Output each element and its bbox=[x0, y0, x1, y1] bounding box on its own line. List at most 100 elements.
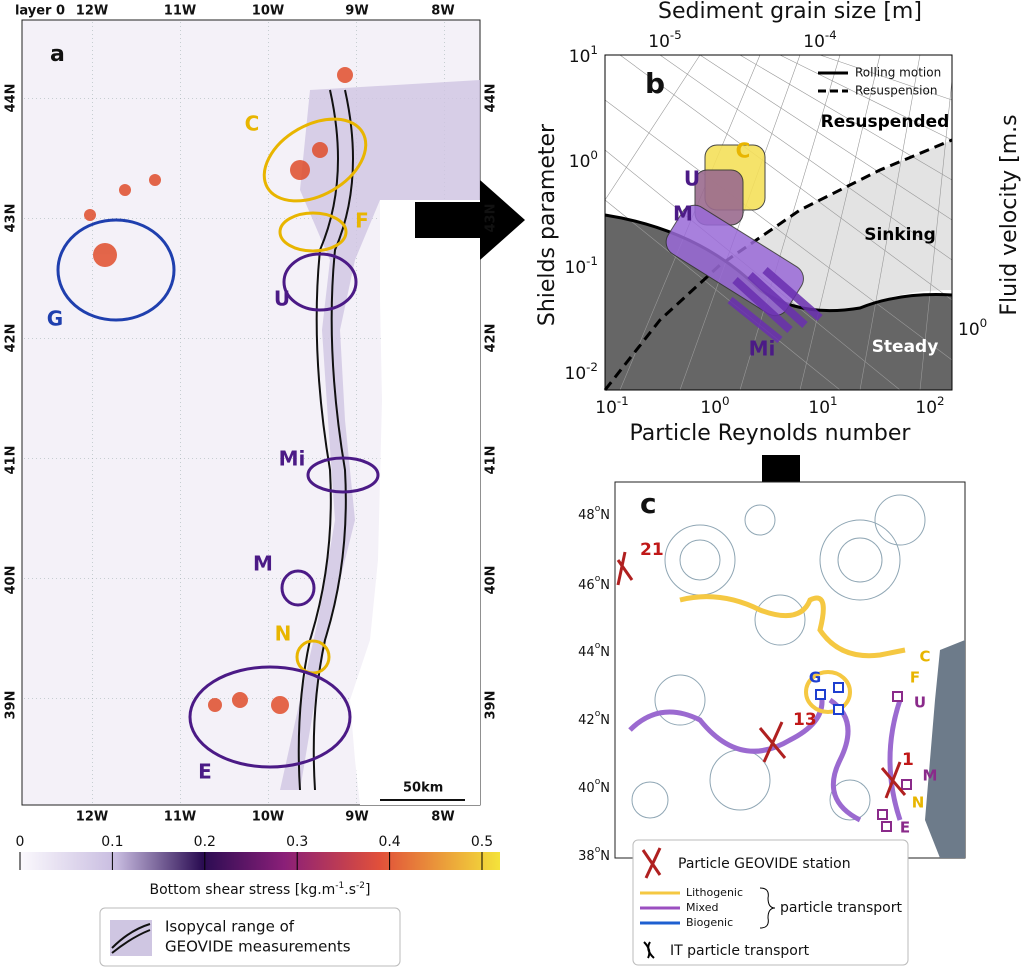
x-tick-label: 9W bbox=[345, 810, 368, 825]
title-part: -2 bbox=[356, 881, 365, 891]
legend-text: Isopycal range of bbox=[165, 918, 295, 936]
y-tick-label: 44N bbox=[484, 84, 499, 113]
y-tick-label: 39N bbox=[484, 691, 499, 720]
legend-text: Resuspension bbox=[855, 84, 937, 98]
x-tick-label: 10-5 bbox=[648, 28, 682, 53]
tick-end: N bbox=[600, 713, 610, 728]
scale-label: 50km bbox=[403, 781, 443, 796]
y-tick-label: 44N bbox=[4, 84, 19, 113]
colorbar-tick-label: 0.1 bbox=[101, 834, 123, 850]
tick-base: 10 bbox=[648, 32, 670, 52]
title-part: ] bbox=[365, 882, 370, 898]
legend-text: GEOVIDE measurements bbox=[165, 938, 351, 956]
y-tick-label: 40N bbox=[4, 566, 19, 595]
region-label: N bbox=[275, 622, 292, 646]
colorbar-tick-label: 0.5 bbox=[471, 834, 493, 850]
panel-label: c bbox=[640, 487, 657, 520]
x-tick-label: 11W bbox=[164, 810, 196, 825]
colorbar-tick-label: 0.3 bbox=[286, 834, 308, 850]
title-part: -1 bbox=[335, 881, 344, 891]
x-tick-label: 8W bbox=[431, 4, 454, 19]
axis-title: Shields parameter bbox=[535, 123, 560, 326]
y-tick-label: 10-1 bbox=[565, 254, 599, 279]
colorbar-tick-label: 0.2 bbox=[194, 834, 216, 850]
legend-text: Mixed bbox=[686, 901, 718, 914]
tick-exp: -4 bbox=[825, 28, 837, 42]
station-label: 1 bbox=[902, 750, 914, 770]
y-tick-label: 44oN bbox=[578, 641, 610, 660]
tick-exp: 0 bbox=[590, 148, 598, 162]
tick-exp: -1 bbox=[617, 394, 629, 408]
axis-title: Sediment grain size [m] bbox=[658, 0, 922, 24]
tick-base: 10 bbox=[803, 32, 825, 52]
title-part: .s bbox=[344, 882, 356, 898]
panel-label: b bbox=[645, 67, 665, 100]
y-tick-label: 40oN bbox=[578, 777, 610, 796]
site-label: G bbox=[809, 669, 821, 687]
map-a bbox=[21, 19, 481, 806]
zone-label: Resuspended bbox=[821, 112, 950, 132]
colorbar-tick-label: 0 bbox=[16, 834, 25, 850]
tick-base: 40 bbox=[578, 781, 595, 796]
y-tick-label: 39N bbox=[4, 691, 19, 720]
axis-title: Particle Reynolds number bbox=[630, 421, 912, 446]
tick-base: 10 bbox=[569, 152, 591, 172]
tick-end: N bbox=[600, 849, 610, 864]
legend-c bbox=[632, 839, 909, 966]
arrow bbox=[415, 180, 525, 260]
y-tick-label: 46oN bbox=[578, 574, 610, 593]
y-tick-label: 43N bbox=[4, 204, 19, 233]
axis-title: Fluid velocity [m.s bbox=[997, 114, 1022, 315]
tick-base: 10 bbox=[565, 258, 587, 278]
legend-text: IT particle transport bbox=[670, 943, 810, 959]
region-label: G bbox=[47, 307, 63, 331]
zone-label: Steady bbox=[872, 337, 939, 357]
tick-base: 10 bbox=[915, 398, 937, 418]
tick-base: 10 bbox=[595, 398, 617, 418]
x-tick-label: 101 bbox=[808, 394, 837, 419]
region-label: F bbox=[355, 209, 369, 233]
y-tick-label: 48oN bbox=[578, 504, 610, 523]
y-tick-label: 100 bbox=[569, 148, 598, 173]
x-tick-label: 100 bbox=[700, 394, 729, 419]
y-tick-label: 42N bbox=[484, 324, 499, 353]
x-tick-label: 9W bbox=[345, 4, 368, 19]
region-label: C bbox=[245, 112, 260, 136]
region-label: U bbox=[274, 287, 290, 311]
tick-base: 38 bbox=[578, 849, 595, 864]
x-tick-label: 10W bbox=[252, 810, 284, 825]
legend-text: particle transport bbox=[780, 900, 902, 916]
plot-b bbox=[603, 54, 953, 391]
y-tick-label: 42oN bbox=[578, 709, 610, 728]
site-label: N bbox=[912, 794, 925, 812]
station-label: 21 bbox=[640, 540, 664, 560]
colorbar bbox=[20, 852, 500, 870]
site-label: M bbox=[923, 767, 938, 785]
x-tick-label: 12W bbox=[76, 4, 108, 19]
tick-base: 46 bbox=[578, 578, 595, 593]
y-tick-label: 42N bbox=[4, 324, 19, 353]
tick-exp: o bbox=[595, 504, 601, 514]
tick-exp: o bbox=[595, 709, 601, 719]
y-tick-label: 43N bbox=[484, 204, 499, 233]
region-label: C bbox=[736, 139, 751, 163]
x-tick-label: 102 bbox=[915, 394, 944, 419]
tick-exp: o bbox=[595, 777, 601, 787]
tick-exp: o bbox=[595, 845, 601, 855]
tick-exp: o bbox=[595, 574, 601, 584]
tick-base: 10 bbox=[700, 398, 722, 418]
x-tick-label: 10W bbox=[252, 4, 284, 19]
x-tick-label: 11W bbox=[164, 4, 196, 19]
site-label: F bbox=[910, 669, 920, 687]
site-label: E bbox=[900, 819, 910, 837]
tick-exp: 1 bbox=[830, 394, 838, 408]
tick-exp: 0 bbox=[980, 316, 988, 330]
region-label: Mi bbox=[279, 447, 306, 471]
site-label: C bbox=[919, 648, 930, 666]
colorbar-tick-label: 0.4 bbox=[378, 834, 400, 850]
tick-base: 10 bbox=[958, 320, 980, 340]
tick-base: 10 bbox=[565, 364, 587, 384]
region-label: M bbox=[673, 202, 693, 226]
tick-end: N bbox=[600, 781, 610, 796]
